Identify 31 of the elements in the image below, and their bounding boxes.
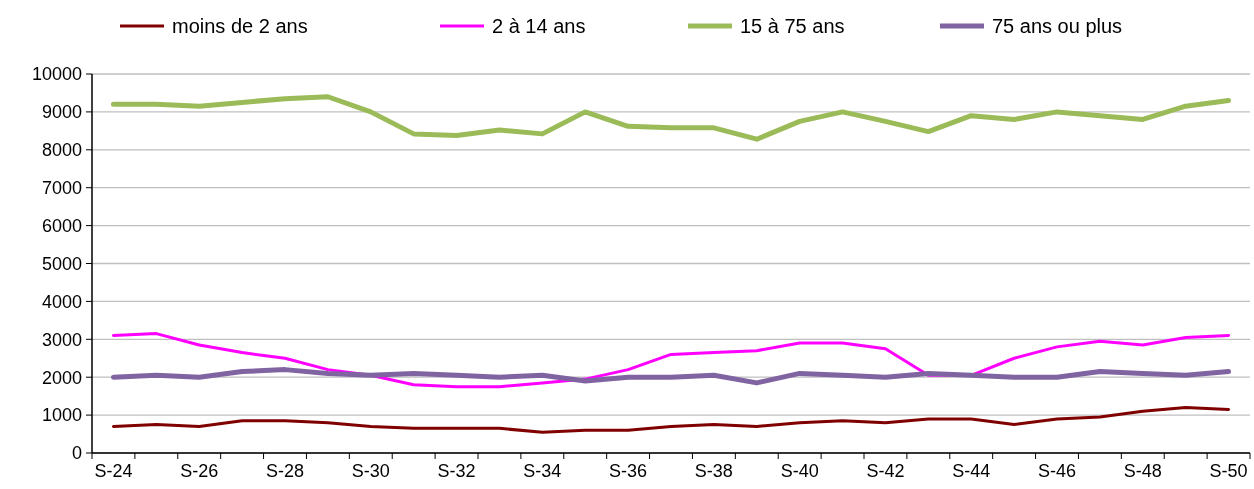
y-tick-label: 9000	[41, 102, 82, 123]
x-tick-label: S-38	[694, 461, 733, 481]
x-tick-label: S-46	[1037, 461, 1077, 481]
x-tick-label: S-40	[780, 461, 819, 481]
y-tick-label: 10000	[31, 64, 82, 85]
x-tick-label: S-24	[94, 461, 133, 481]
x-tick-label: S-50	[1209, 461, 1248, 481]
x-tick-label: S-36	[609, 461, 648, 481]
x-tick-label: S-32	[437, 461, 476, 481]
line-series	[111, 332, 1231, 389]
line-series	[111, 406, 1231, 434]
y-tick-label: 1000	[41, 405, 82, 426]
y-tick-label: 3000	[41, 329, 82, 350]
x-tick-label: S-30	[351, 461, 390, 481]
y-tick-label: 7000	[41, 178, 82, 198]
y-tick-label: 2000	[41, 367, 82, 388]
legend-label: 75 ans ou plus	[992, 15, 1123, 37]
x-tick-label: S-42	[866, 461, 905, 481]
y-tick-label: 4000	[41, 291, 82, 312]
y-tick-label: 6000	[41, 215, 82, 236]
legend-label: 15 à 75 ans	[740, 15, 845, 37]
x-tick-label: S-28	[265, 461, 305, 481]
x-tick-label: S-44	[952, 461, 991, 481]
y-tick-label: 0	[71, 443, 82, 464]
x-tick-label: S-26	[180, 461, 219, 481]
y-tick-label: 5000	[41, 253, 82, 274]
y-tick-label: 8000	[41, 140, 82, 161]
legend-label: moins de 2 ans	[172, 15, 308, 37]
legend-label: 2 à 14 ans	[492, 15, 586, 37]
x-tick-label: S-48	[1123, 461, 1162, 481]
x-tick-label: S-34	[523, 461, 562, 481]
